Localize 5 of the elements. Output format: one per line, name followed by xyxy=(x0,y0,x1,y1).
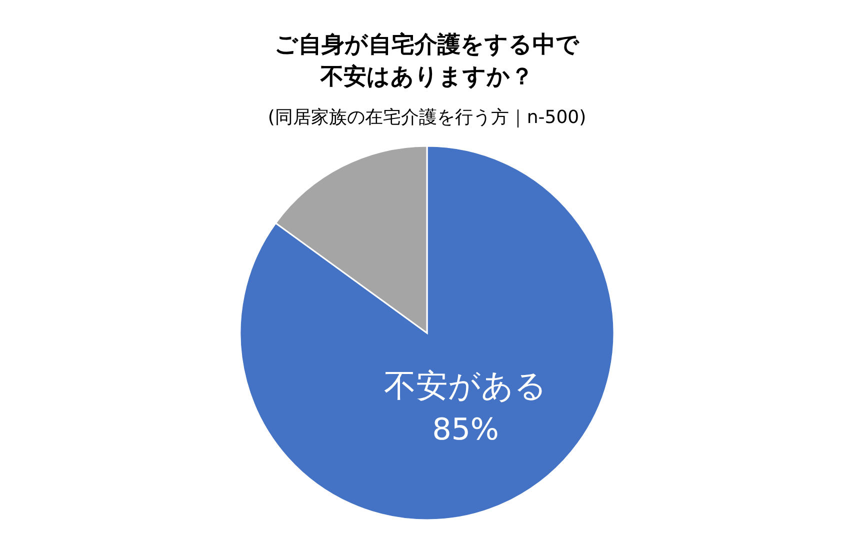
data-label: 85% xyxy=(432,412,499,448)
chart-subtitle: (同居家族の在宅介護を行う方｜n-500) xyxy=(268,107,586,128)
pie-slice xyxy=(239,145,615,521)
chart-title: ご自身が自宅介護をする中で不安はありますか？ xyxy=(274,31,580,90)
slice-label: 不安がある xyxy=(384,366,548,405)
